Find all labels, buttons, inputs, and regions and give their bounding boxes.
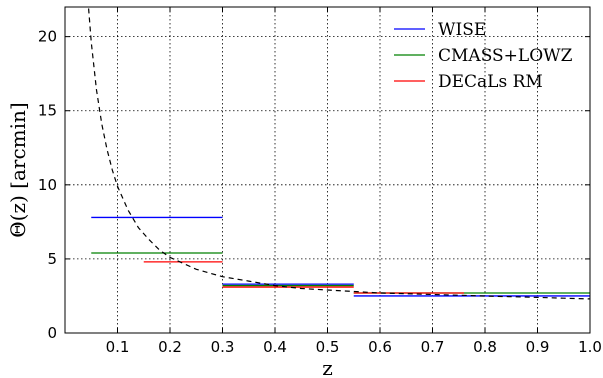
gridlines [65, 7, 590, 333]
y-tick-label: 5 [47, 250, 57, 268]
legend: WISE CMASS+LOWZ DECaLs RM [394, 20, 573, 92]
x-tick-label: 0.3 [211, 338, 235, 356]
x-tick-label: 0.5 [316, 338, 340, 356]
x-tick-label: 0.4 [263, 338, 287, 356]
x-axis-label: z [322, 356, 333, 378]
y-tick-label: 15 [38, 102, 57, 120]
x-tick-label: 0.6 [368, 338, 392, 356]
y-axis-label: Θ(z) [arcmin] [6, 102, 30, 237]
x-tick-label: 0.1 [106, 338, 130, 356]
model-curve [88, 8, 591, 300]
y-tick-label: 20 [38, 28, 57, 46]
x-tick-label: 0.2 [158, 338, 182, 356]
legend-label: DECaLs RM [438, 72, 543, 92]
x-tick-label: 0.8 [473, 338, 497, 356]
data-series [88, 8, 591, 300]
x-tick-label: 1.0 [578, 338, 602, 356]
legend-label: WISE [438, 20, 486, 40]
y-tick-label: 0 [47, 324, 57, 342]
legend-label: CMASS+LOWZ [438, 46, 573, 66]
axis-ticks: 0.1 0.2 0.3 0.4 0.5 0.6 0.7 0.8 0.9 1.0 0 5 10 15 20 [38, 7, 602, 356]
x-tick-label: 0.9 [526, 338, 550, 356]
y-tick-label: 10 [38, 176, 57, 194]
x-tick-label: 0.7 [421, 338, 445, 356]
